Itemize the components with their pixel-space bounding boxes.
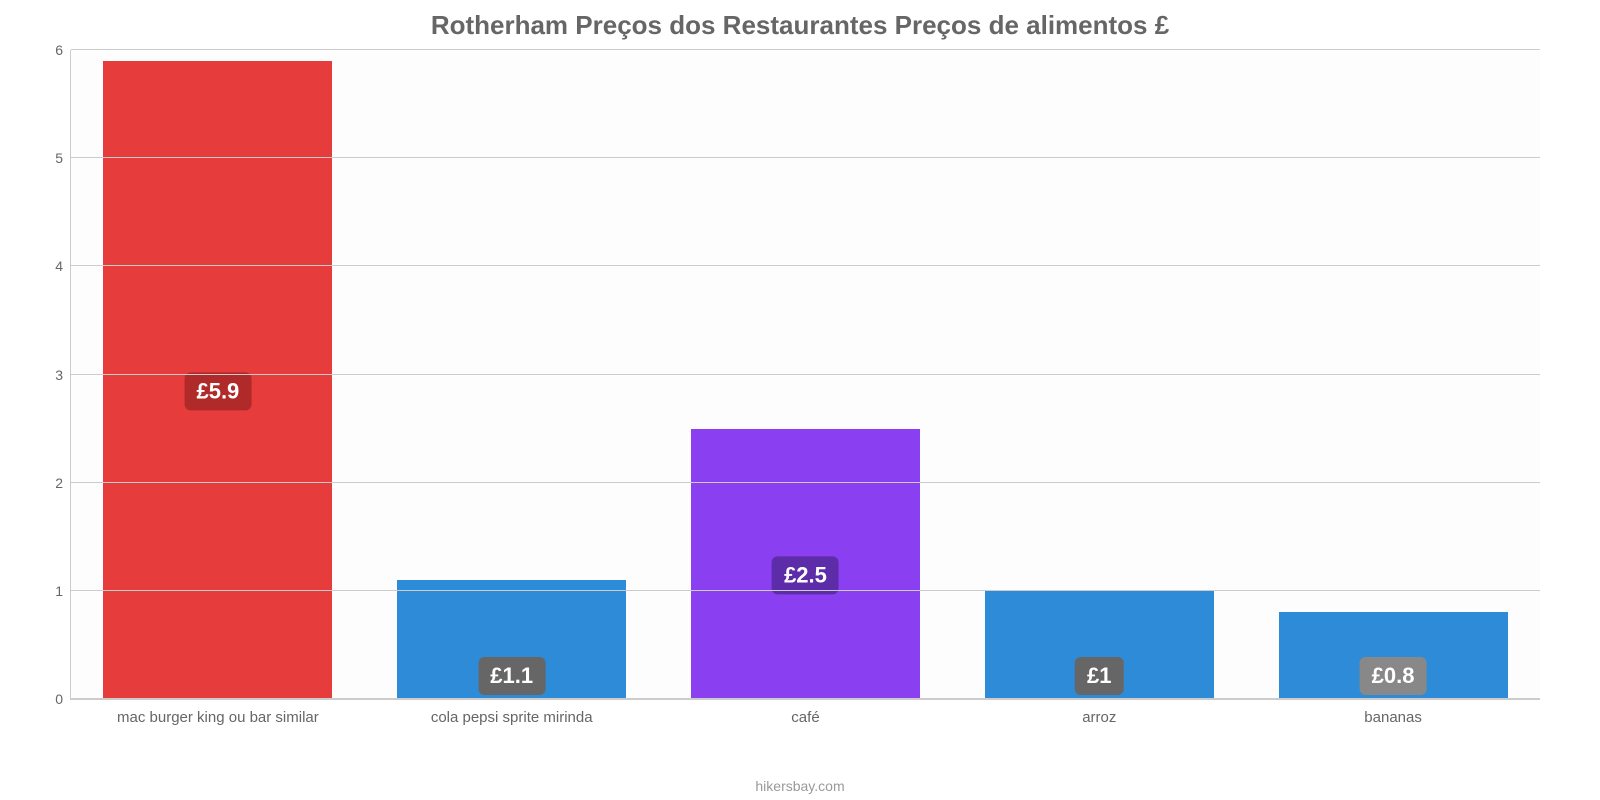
bar-bananas: £0.8 xyxy=(1279,612,1508,699)
bar-slot: £1.1 cola pepsi sprite mirinda xyxy=(365,50,659,699)
bar-slot: £1 arroz xyxy=(952,50,1246,699)
chart-container: £5.9 mac burger king ou bar similar £1.1… xyxy=(40,50,1560,730)
gridline xyxy=(71,157,1540,158)
gridline xyxy=(71,49,1540,50)
gridline xyxy=(71,265,1540,266)
y-axis-tick-label: 1 xyxy=(55,583,71,599)
attribution-text: hikersbay.com xyxy=(0,778,1600,794)
x-axis-label: café xyxy=(791,699,819,726)
x-axis-label: bananas xyxy=(1364,699,1422,726)
y-axis-tick-label: 6 xyxy=(55,42,71,58)
y-axis-tick-label: 5 xyxy=(55,150,71,166)
y-axis-tick-label: 4 xyxy=(55,258,71,274)
y-axis-tick-label: 3 xyxy=(55,367,71,383)
bar-cola-pepsi: £1.1 xyxy=(397,580,626,699)
bar-value-label: £2.5 xyxy=(772,556,839,594)
y-axis-tick-label: 2 xyxy=(55,475,71,491)
x-axis-label: mac burger king ou bar similar xyxy=(117,699,319,726)
gridline xyxy=(71,698,1540,699)
gridline xyxy=(71,482,1540,483)
gridline xyxy=(71,590,1540,591)
bar-arroz: £1 xyxy=(985,591,1214,699)
bar-slot: £0.8 bananas xyxy=(1246,50,1540,699)
bar-slot: £5.9 mac burger king ou bar similar xyxy=(71,50,365,699)
chart-title: Rotherham Preços dos Restaurantes Preços… xyxy=(0,0,1600,41)
y-axis-tick-label: 0 xyxy=(55,691,71,707)
bar-value-label: £5.9 xyxy=(184,372,251,410)
bar-cafe: £2.5 xyxy=(691,429,920,699)
bars-container: £5.9 mac burger king ou bar similar £1.1… xyxy=(71,50,1540,699)
bar-slot: £2.5 café xyxy=(659,50,953,699)
bar-value-label: £1.1 xyxy=(478,657,545,695)
x-axis-label: arroz xyxy=(1082,699,1116,726)
plot-area: £5.9 mac burger king ou bar similar £1.1… xyxy=(70,50,1540,700)
bar-value-label: £1 xyxy=(1075,657,1123,695)
bar-value-label: £0.8 xyxy=(1360,657,1427,695)
gridline xyxy=(71,374,1540,375)
x-axis-label: cola pepsi sprite mirinda xyxy=(431,699,593,726)
